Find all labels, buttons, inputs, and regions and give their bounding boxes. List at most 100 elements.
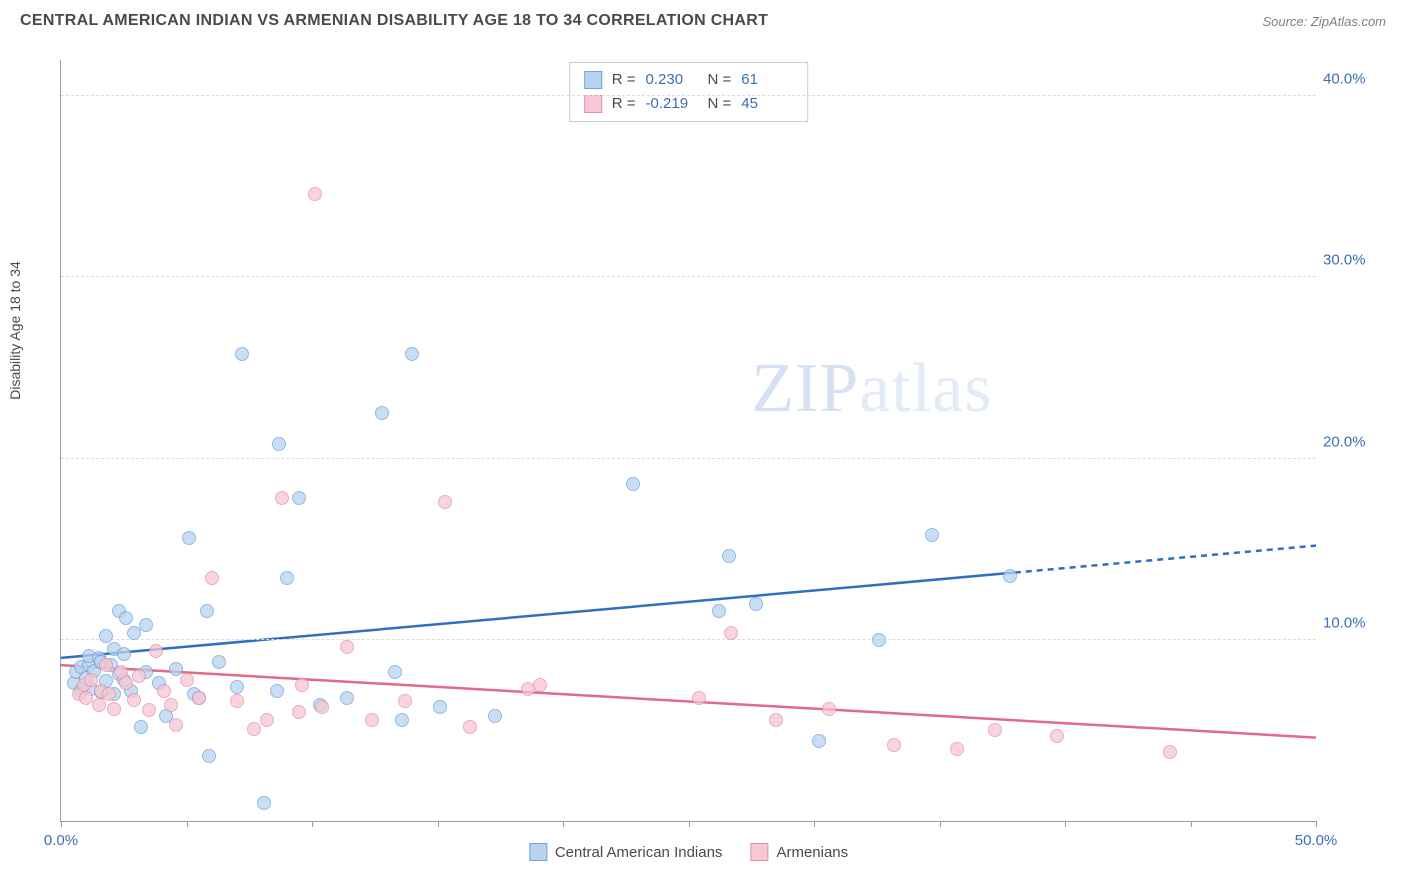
scatter-point (202, 749, 216, 763)
scatter-point (139, 618, 153, 632)
x-tick (689, 821, 690, 827)
y-tick-label: 20.0% (1323, 433, 1378, 450)
scatter-point (192, 691, 206, 705)
n-label: N = (708, 68, 732, 92)
scatter-point (117, 647, 131, 661)
x-tick (61, 821, 62, 827)
x-tick (312, 821, 313, 827)
scatter-point (1050, 729, 1064, 743)
scatter-point (340, 640, 354, 654)
scatter-point (1163, 745, 1177, 759)
legend-swatch (584, 95, 602, 113)
series-legend: Central American Indians Armenians (529, 843, 848, 861)
x-tick (1191, 821, 1192, 827)
y-tick-label: 40.0% (1323, 71, 1378, 88)
scatter-point (388, 665, 402, 679)
chart-area: Disability Age 18 to 34 ZIPatlas R =0.23… (20, 50, 1386, 872)
scatter-point (132, 669, 146, 683)
y-axis-label: Disability Age 18 to 34 (7, 261, 23, 400)
x-tick (814, 821, 815, 827)
scatter-point (463, 720, 477, 734)
scatter-point (127, 626, 141, 640)
scatter-point (872, 633, 886, 647)
scatter-point (92, 698, 106, 712)
scatter-point (272, 437, 286, 451)
scatter-point (107, 702, 121, 716)
scatter-point (626, 477, 640, 491)
scatter-point (180, 673, 194, 687)
scatter-point (295, 678, 309, 692)
legend-swatch (529, 843, 547, 861)
scatter-point (142, 703, 156, 717)
scatter-point (988, 723, 1002, 737)
x-tick (187, 821, 188, 827)
scatter-point (315, 700, 329, 714)
x-tick (438, 821, 439, 827)
scatter-point (533, 678, 547, 692)
scatter-point (149, 644, 163, 658)
scatter-point (205, 571, 219, 585)
scatter-point (200, 604, 214, 618)
scatter-point (157, 684, 171, 698)
scatter-point (724, 626, 738, 640)
scatter-point (230, 694, 244, 708)
scatter-point (230, 680, 244, 694)
scatter-point (822, 702, 836, 716)
scatter-point (292, 705, 306, 719)
x-tick (1316, 821, 1317, 827)
scatter-point (749, 597, 763, 611)
scatter-point (405, 347, 419, 361)
scatter-point (925, 528, 939, 542)
legend-label: Central American Indians (555, 844, 723, 861)
scatter-point (119, 611, 133, 625)
scatter-point (950, 742, 964, 756)
y-tick-label: 10.0% (1323, 614, 1378, 631)
scatter-point (365, 713, 379, 727)
stats-row: R =0.230N =61 (584, 68, 794, 92)
scatter-point (102, 687, 116, 701)
gridline (61, 458, 1316, 459)
watermark: ZIPatlas (751, 349, 992, 429)
scatter-point (692, 691, 706, 705)
chart-title: CENTRAL AMERICAN INDIAN VS ARMENIAN DISA… (20, 12, 768, 30)
legend-item: Armenians (750, 843, 848, 861)
scatter-point (308, 187, 322, 201)
legend-label: Armenians (776, 844, 848, 861)
scatter-point (275, 491, 289, 505)
scatter-point (164, 698, 178, 712)
x-tick-label: 50.0% (1295, 832, 1338, 849)
scatter-point (769, 713, 783, 727)
scatter-point (247, 722, 261, 736)
gridline (61, 276, 1316, 277)
gridline (61, 95, 1316, 96)
scatter-point (812, 734, 826, 748)
scatter-point (398, 694, 412, 708)
legend-swatch (750, 843, 768, 861)
scatter-point (182, 531, 196, 545)
scatter-point (134, 720, 148, 734)
scatter-point (340, 691, 354, 705)
scatter-point (1003, 569, 1017, 583)
n-value: 61 (741, 68, 793, 92)
scatter-point (127, 693, 141, 707)
scatter-point (270, 684, 284, 698)
scatter-point (260, 713, 274, 727)
trend-lines (61, 60, 1316, 821)
scatter-point (99, 658, 113, 672)
scatter-point (235, 347, 249, 361)
scatter-point (257, 796, 271, 810)
gridline (61, 639, 1316, 640)
scatter-point (438, 495, 452, 509)
legend-swatch (584, 71, 602, 89)
scatter-point (433, 700, 447, 714)
scatter-point (280, 571, 294, 585)
scatter-point (292, 491, 306, 505)
x-tick (940, 821, 941, 827)
scatter-point (887, 738, 901, 752)
r-label: R = (612, 68, 636, 92)
y-tick-label: 30.0% (1323, 252, 1378, 269)
scatter-point (169, 718, 183, 732)
legend-item: Central American Indians (529, 843, 723, 861)
scatter-point (712, 604, 726, 618)
scatter-point (488, 709, 502, 723)
